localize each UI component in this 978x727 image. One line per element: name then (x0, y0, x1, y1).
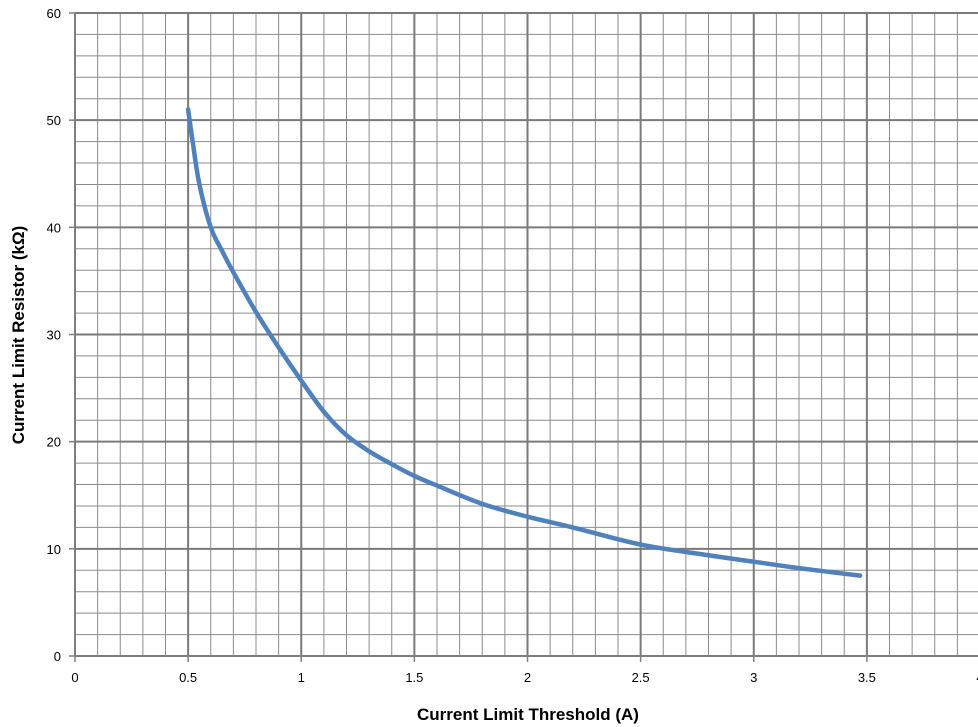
y-axis-title: Current Limit Resistor (kΩ) (9, 226, 28, 445)
series-line (185, 107, 863, 578)
x-tick-label: 1 (298, 670, 305, 685)
x-axis-title: Current Limit Threshold (A) (417, 705, 639, 724)
y-tick-label: 30 (47, 328, 61, 343)
x-tick-label: 2 (524, 670, 531, 685)
gridlines (74, 12, 978, 657)
x-tick-label: 4 (976, 670, 978, 685)
x-tick-label: 0.5 (179, 670, 197, 685)
x-tick-label: 3.5 (858, 670, 876, 685)
x-tick-label: 3 (750, 670, 757, 685)
y-tick-label: 50 (47, 113, 61, 128)
y-tick-label: 40 (47, 220, 61, 235)
tick-labels: 00.511.522.533.540102030405060 (47, 6, 978, 685)
y-tick-label: 10 (47, 542, 61, 557)
y-tick-label: 0 (54, 649, 61, 664)
y-tick-label: 60 (47, 6, 61, 21)
x-tick-label: 2.5 (632, 670, 650, 685)
axes (69, 12, 978, 662)
y-tick-label: 20 (47, 435, 61, 450)
x-tick-label: 0 (71, 670, 78, 685)
series-layer (185, 107, 863, 578)
x-tick-label: 1.5 (405, 670, 423, 685)
